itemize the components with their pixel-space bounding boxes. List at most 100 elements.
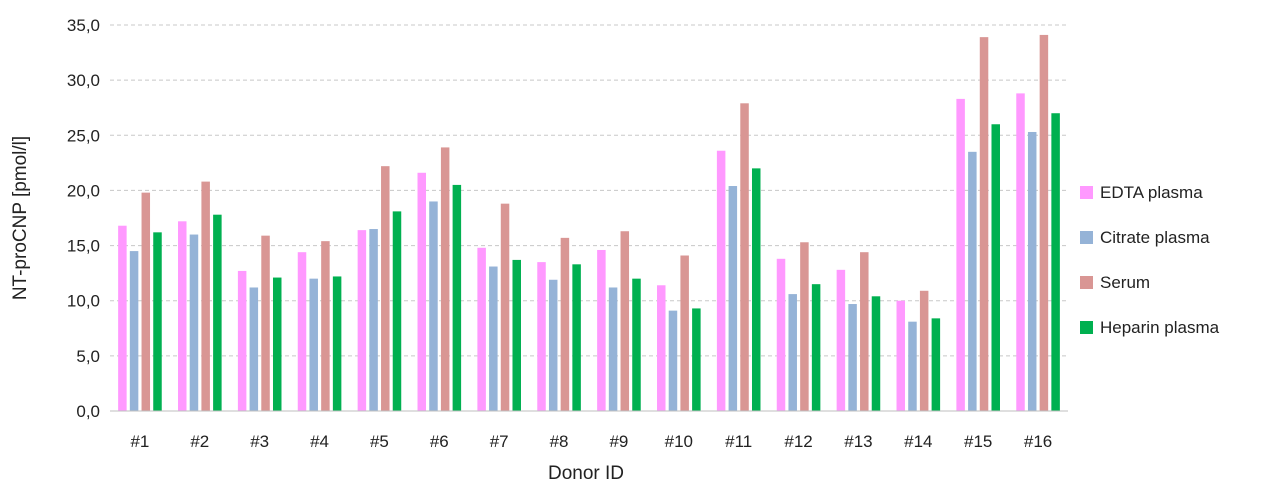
x-tick-label: #11 [725,432,752,451]
bar [597,249,606,411]
bar [956,98,965,412]
bar [477,247,486,411]
legend-swatch [1080,231,1093,244]
legend-label: EDTA plasma [1100,183,1203,202]
bar [1051,113,1060,411]
bar [908,321,917,411]
y-tick-label: 10,0 [67,292,100,311]
bar [728,186,738,411]
x-tick-label: #12 [784,432,812,451]
bar [776,258,786,411]
legend-label: Citrate plasma [1100,228,1210,247]
bar [500,203,510,411]
bar [608,287,618,411]
x-axis-title: Donor ID [548,463,624,484]
bar [632,278,641,411]
bars [118,34,1060,412]
bar [620,231,630,411]
bar [572,264,581,411]
bar [141,192,151,411]
bar [800,242,809,411]
x-tick-label: #6 [430,432,449,451]
legend-swatch [1080,186,1093,199]
bar [871,296,881,411]
bar [991,124,1000,411]
bar [1039,34,1049,411]
y-tick-label: 30,0 [67,71,100,90]
bar [369,229,378,411]
x-tick-label: #1 [130,432,149,451]
y-tick-label: 0,0 [76,402,100,421]
y-tick-label: 25,0 [67,126,100,145]
x-tick-label: #4 [310,432,329,451]
bar [692,308,701,411]
x-tick-label: #13 [844,432,872,451]
bar [548,279,558,411]
bar [680,255,689,411]
x-tick-label: #3 [250,432,269,451]
bar [213,214,222,411]
bar [896,300,906,411]
bar [788,294,797,411]
bar [440,147,450,411]
bar [919,290,929,411]
bar [1027,131,1037,411]
bar [153,232,162,411]
bar [297,252,307,411]
x-tick-label: #9 [609,432,628,451]
x-tick-label: #5 [370,432,389,451]
bar [848,304,857,411]
bar [118,225,127,411]
bar [392,211,402,411]
bar [836,269,846,411]
bar [381,166,390,411]
legend-swatch [1080,321,1093,334]
x-tick-label: #8 [550,432,569,451]
bar [189,234,199,411]
bar [489,266,498,411]
bar [811,284,821,411]
bar [740,103,749,411]
x-tick-label: #10 [665,432,693,451]
bar [512,259,521,411]
bar [716,150,726,411]
x-tick-label: #16 [1024,432,1052,451]
bar [201,181,210,411]
bar [1016,93,1025,412]
bar [429,201,438,411]
bar [931,318,941,411]
x-tick-label: #7 [490,432,509,451]
legend-label: Serum [1100,273,1150,292]
legend-label: Heparin plasma [1100,318,1220,337]
bar [261,235,270,411]
x-axis-tick-labels: #1 #2 #3 #4 #5 #6 #7 #8 #9 #10 #11 #12 #13 #14 #15 #16 [130,432,1052,451]
bar [357,230,367,411]
bar [968,151,977,412]
legend-swatch [1080,276,1093,289]
bar [668,310,678,411]
bar [129,251,139,411]
bar [309,278,318,411]
x-tick-label: #2 [190,432,209,451]
y-tick-label: 15,0 [67,237,100,256]
x-tick-label: #14 [904,432,932,451]
bar [178,221,187,411]
gridlines [110,24,1068,357]
bar [249,287,259,411]
y-tick-label: 20,0 [67,181,100,200]
bar [860,252,869,411]
legend: EDTA plasma Citrate plasma Serum Heparin pl… [1080,183,1220,337]
y-axis-title: NT-proCNP [pmol/l] [10,136,31,300]
bar [417,172,427,411]
bar [979,37,989,411]
bar [332,276,342,411]
bar [560,237,570,411]
y-axis-tick-labels: 0,0 5,0 10,0 15,0 20,0 25,0 30,0 35,0 [67,16,100,421]
bar [237,270,247,411]
bar [321,241,330,411]
bar [657,285,666,411]
x-tick-label: #15 [964,432,992,451]
bar [751,168,761,411]
y-tick-label: 5,0 [76,347,100,366]
